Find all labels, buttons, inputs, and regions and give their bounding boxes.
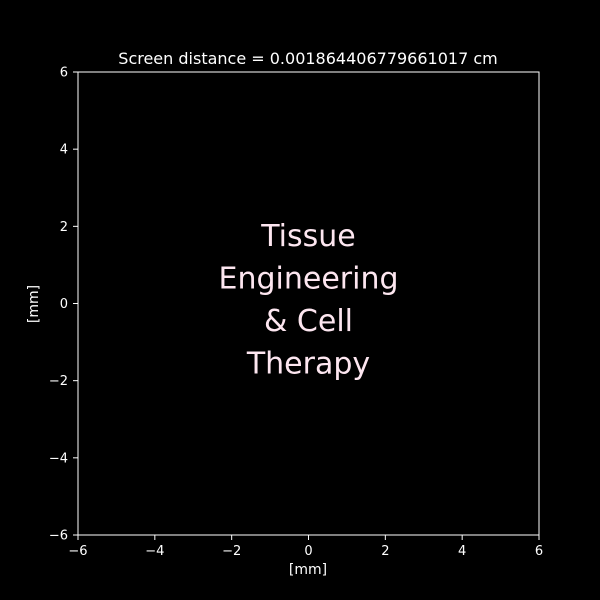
x-tick-label: −4 bbox=[145, 544, 164, 559]
x-axis-ticks: −6 −4 −2 0 2 4 6 bbox=[68, 535, 543, 559]
image-text-line: & Cell bbox=[264, 304, 353, 339]
y-tick-label: −6 bbox=[49, 529, 68, 544]
y-axis-label: [mm] bbox=[26, 285, 42, 323]
x-tick-label: 2 bbox=[381, 544, 389, 559]
image-text-block: Tissue Engineering & Cell Therapy bbox=[219, 219, 399, 382]
x-tick-label: 0 bbox=[304, 544, 312, 559]
x-tick-label: 6 bbox=[535, 544, 543, 559]
y-tick-label: 6 bbox=[60, 66, 68, 81]
y-tick-label: 0 bbox=[60, 297, 68, 312]
y-tick-label: −2 bbox=[49, 374, 68, 389]
plot-area: Tissue Engineering & Cell Therapy bbox=[77, 71, 540, 536]
image-text-line: Engineering bbox=[219, 262, 399, 297]
image-canvas bbox=[78, 72, 539, 535]
image-text-line: Therapy bbox=[246, 347, 370, 382]
x-axis-label: [mm] bbox=[289, 562, 327, 578]
y-tick-label: 2 bbox=[60, 220, 68, 235]
y-tick-label: 4 bbox=[60, 143, 68, 158]
x-tick-label: −6 bbox=[68, 544, 87, 559]
x-tick-label: 4 bbox=[458, 544, 466, 559]
y-tick-label: −4 bbox=[49, 451, 68, 466]
image-text-line: Tissue bbox=[260, 219, 355, 254]
chart-title: Screen distance = 0.001864406779661017 c… bbox=[118, 49, 497, 68]
x-tick-label: −2 bbox=[222, 544, 241, 559]
y-axis-ticks: −6 −4 −2 0 2 4 6 bbox=[49, 66, 78, 544]
